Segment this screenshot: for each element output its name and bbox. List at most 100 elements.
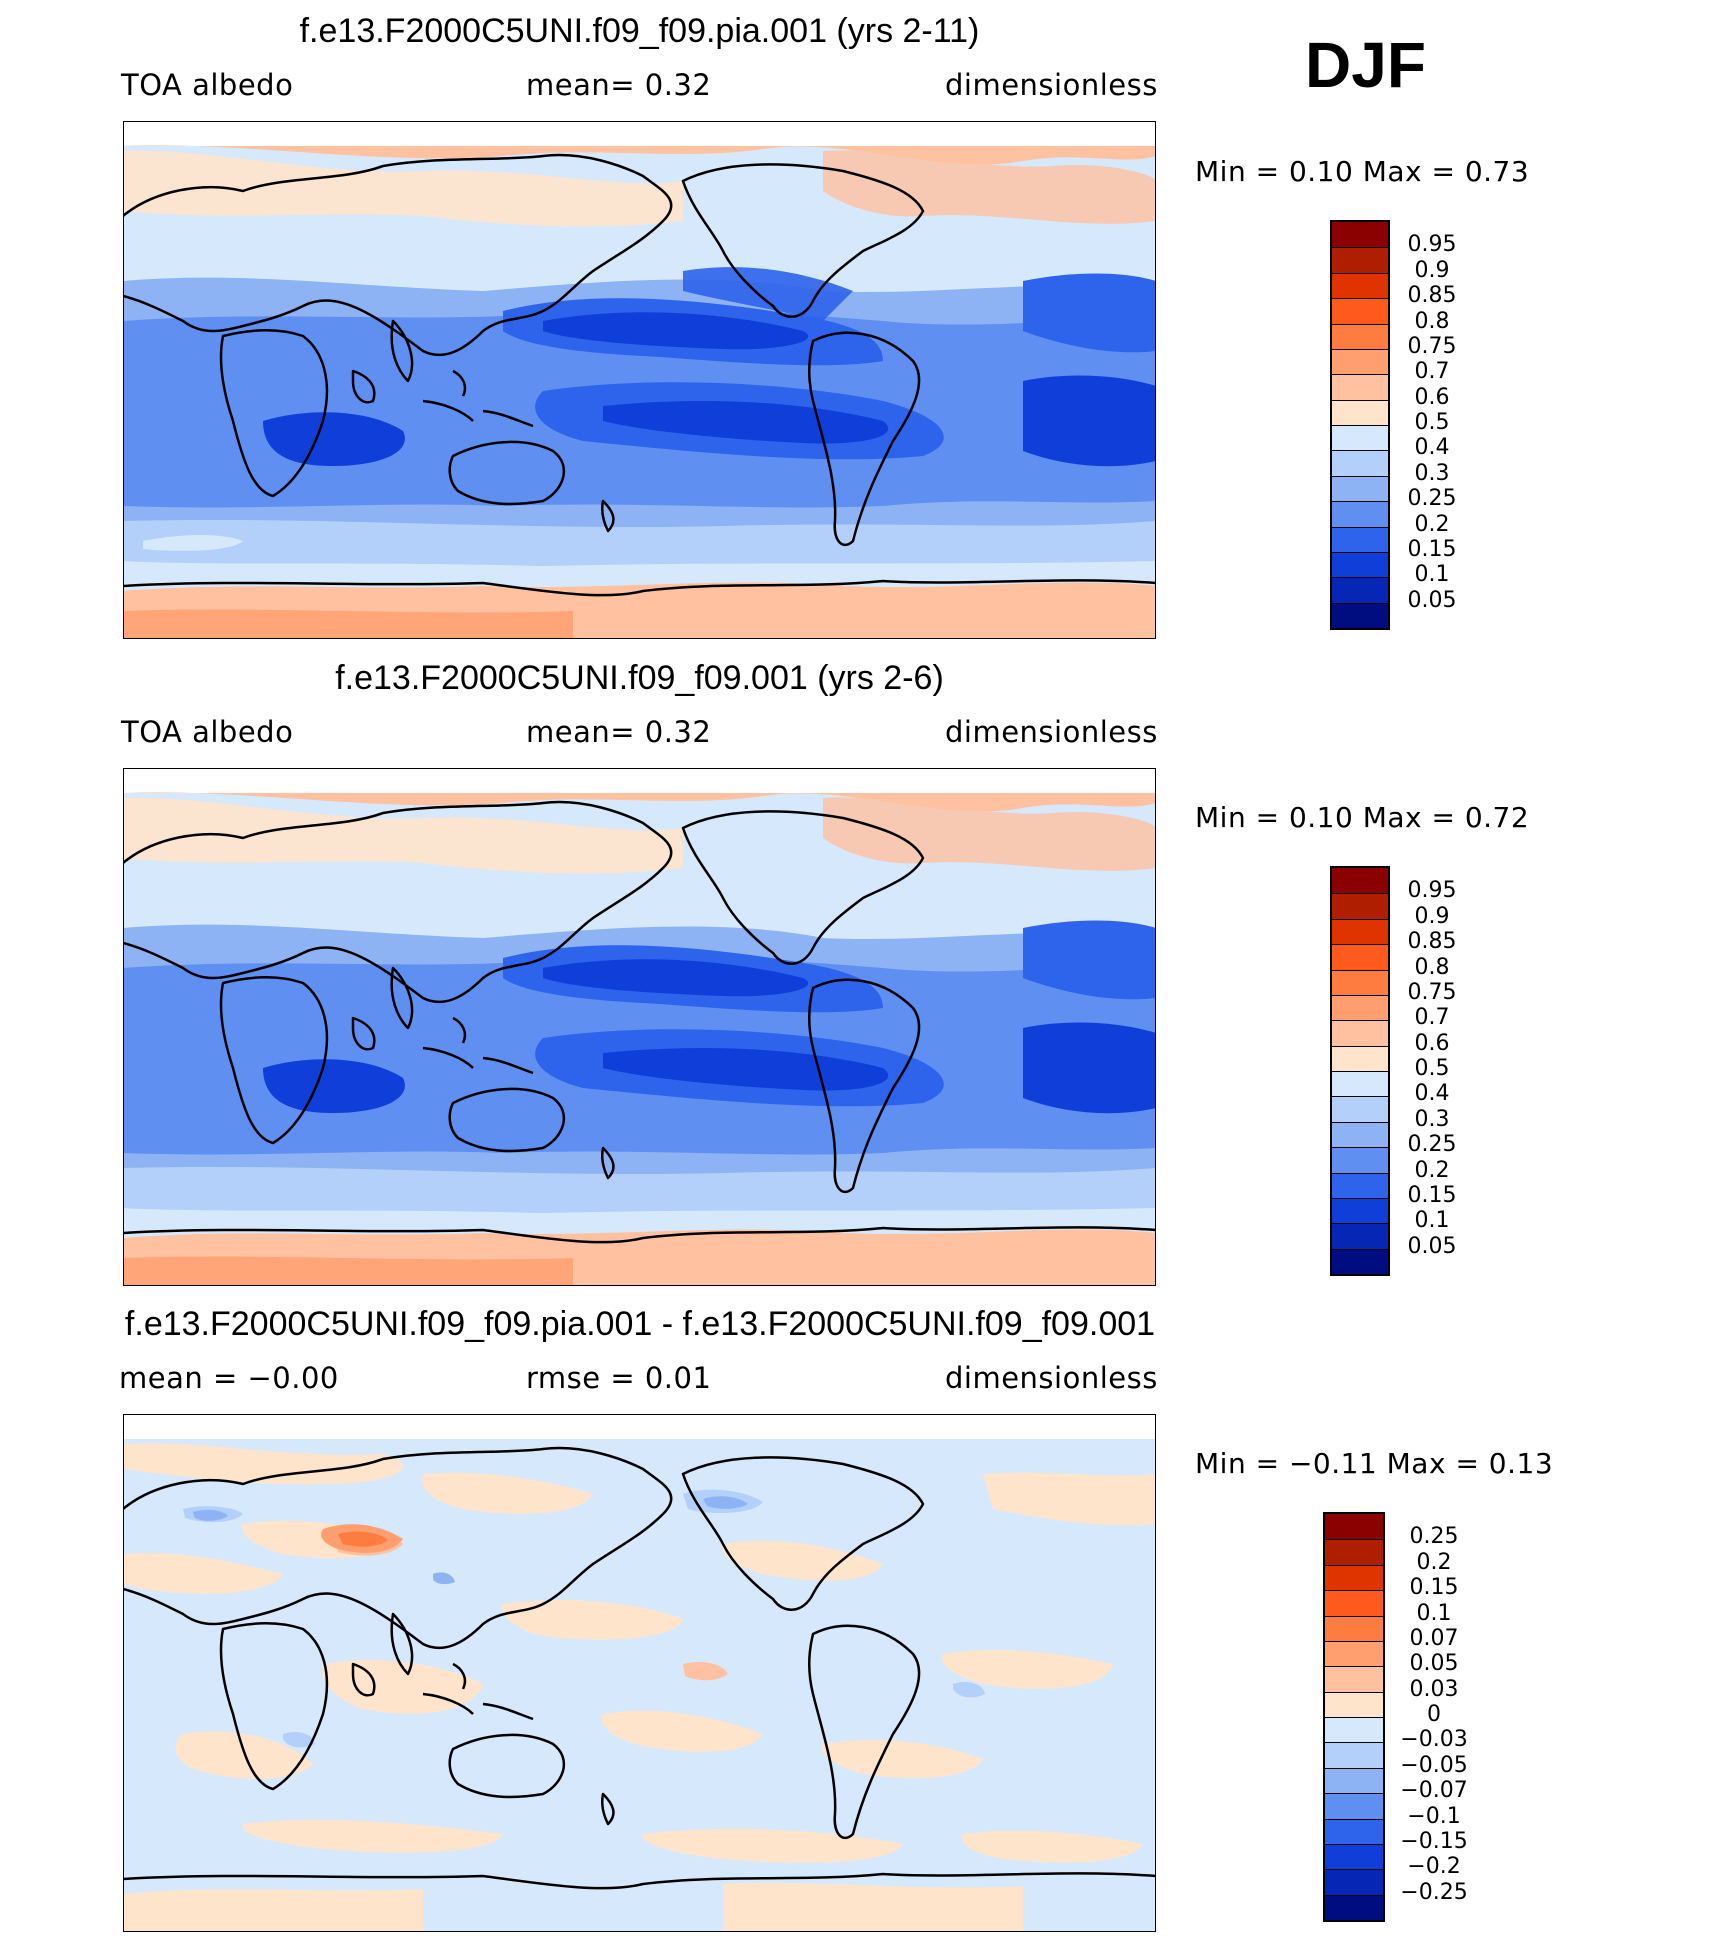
panel-2-mean-label: mean= 0.32	[526, 715, 712, 749]
colorbar-swatch	[1332, 1020, 1388, 1046]
colorbar-swatch	[1332, 969, 1388, 995]
colorbar-tick-label: 0.4	[1414, 1081, 1450, 1107]
colorbar-swatch	[1332, 918, 1388, 945]
panel-2-title: f.e13.F2000C5UNI.f09_f09.001 (yrs 2-6)	[335, 659, 944, 697]
colorbar-tick-label: 0.9	[1414, 257, 1450, 283]
colorbar-swatch	[1325, 1767, 1383, 1794]
colorbar-swatch	[1325, 1793, 1383, 1819]
colorbar-tick-label: 0.85	[1407, 283, 1457, 309]
colorbar-swatch	[1332, 1096, 1388, 1122]
colorbar-swatch	[1332, 501, 1388, 527]
colorbar-swatch	[1332, 348, 1388, 375]
colorbar-tick-label: 0.25	[1409, 1524, 1459, 1550]
panel-2-units-label: dimensionless	[945, 715, 1158, 749]
colorbar-tick-label: −0.1	[1407, 1803, 1461, 1829]
colorbar-swatch	[1332, 399, 1388, 425]
colorbar-swatch	[1325, 1564, 1383, 1591]
colorbar-swatch	[1332, 272, 1388, 299]
colorbar-tick-label: 0.15	[1407, 536, 1457, 562]
colorbar-swatch	[1332, 222, 1388, 248]
colorbar-tick-label: 0.8	[1414, 954, 1450, 980]
panel-1-variable-label: TOA albedo	[121, 68, 294, 102]
colorbar-swatch	[1332, 1147, 1388, 1173]
panel-2-colorbar	[1330, 866, 1390, 1276]
colorbar-swatch	[1325, 1717, 1383, 1743]
colorbar-tick-label: 0.75	[1407, 333, 1457, 359]
colorbar-tick-label: 0.25	[1407, 1132, 1457, 1158]
panel-3-units-label: dimensionless	[945, 1361, 1158, 1395]
colorbar-tick-label: 0.8	[1414, 308, 1450, 334]
colorbar-swatch	[1332, 944, 1388, 970]
colorbar-swatch	[1332, 323, 1388, 349]
colorbar-tick-label: 0.3	[1414, 460, 1450, 486]
colorbar-swatch	[1332, 1248, 1388, 1274]
colorbar-tick-label: 0.5	[1414, 1056, 1450, 1081]
colorbar-swatch	[1332, 374, 1388, 400]
colorbar-tick-label: 0.75	[1407, 979, 1457, 1005]
panel-2-variable-label: TOA albedo	[121, 715, 294, 749]
colorbar-swatch	[1325, 1869, 1383, 1895]
colorbar-swatch	[1332, 247, 1388, 273]
colorbar-swatch	[1332, 1121, 1388, 1148]
colorbar-tick-label: 0.7	[1414, 1005, 1450, 1031]
colorbar-tick-label: 0.3	[1414, 1106, 1450, 1132]
colorbar-swatch	[1332, 1071, 1388, 1097]
colorbar-tick-label: 0.2	[1414, 1157, 1450, 1183]
colorbar-swatch	[1325, 1539, 1383, 1565]
colorbar-swatch	[1332, 1172, 1388, 1198]
colorbar-swatch	[1325, 1894, 1383, 1920]
panel-3-colorbar	[1323, 1512, 1385, 1922]
colorbar-tick-label: 0.9	[1414, 903, 1450, 929]
panel-1-colorbar	[1330, 220, 1390, 630]
colorbar-tick-label: 0.95	[1407, 232, 1457, 258]
colorbar-tick-label: 0.1	[1416, 1600, 1452, 1626]
colorbar-tick-label: 0	[1427, 1702, 1441, 1727]
colorbar-swatch	[1332, 425, 1388, 451]
colorbar-tick-label: 0.07	[1409, 1625, 1459, 1651]
colorbar-swatch	[1332, 868, 1388, 894]
colorbar-swatch	[1325, 1590, 1383, 1616]
panel-3-title: f.e13.F2000C5UNI.f09_f09.pia.001 - f.e13…	[124, 1305, 1156, 1343]
panel-1-mean-label: mean= 0.32	[526, 68, 712, 102]
colorbar-swatch	[1325, 1742, 1383, 1768]
colorbar-tick-label: 0.1	[1414, 1208, 1450, 1234]
colorbar-swatch	[1325, 1843, 1383, 1870]
colorbar-swatch	[1325, 1666, 1383, 1692]
colorbar-tick-label: 0.6	[1414, 384, 1450, 410]
colorbar-swatch	[1332, 526, 1388, 552]
colorbar-tick-label: −0.15	[1400, 1828, 1468, 1854]
panel-1-title: f.e13.F2000C5UNI.f09_f09.pia.001 (yrs 2-…	[299, 12, 980, 50]
panel-2-map	[123, 768, 1156, 1286]
colorbar-swatch	[1325, 1691, 1383, 1717]
colorbar-swatch	[1332, 298, 1388, 324]
colorbar-swatch	[1332, 1197, 1388, 1224]
colorbar-tick-label: 0.1	[1414, 562, 1450, 588]
colorbar-swatch	[1332, 577, 1388, 603]
colorbar-tick-label: 0.05	[1407, 1233, 1457, 1259]
colorbar-tick-label: 0.95	[1407, 878, 1457, 904]
panel-1-map	[123, 121, 1156, 639]
colorbar-swatch	[1332, 994, 1388, 1021]
panel-3-map	[123, 1414, 1156, 1932]
colorbar-tick-label: −0.05	[1400, 1752, 1468, 1778]
colorbar-tick-label: −0.2	[1407, 1854, 1461, 1880]
colorbar-tick-label: 0.85	[1407, 929, 1457, 955]
colorbar-tick-label: 0.6	[1414, 1030, 1450, 1056]
colorbar-swatch	[1332, 475, 1388, 502]
panel-1-units-label: dimensionless	[945, 68, 1158, 102]
colorbar-tick-label: 0.2	[1416, 1549, 1452, 1575]
colorbar-swatch	[1332, 893, 1388, 919]
colorbar-tick-label: 0.2	[1414, 511, 1450, 537]
colorbar-swatch	[1325, 1640, 1383, 1667]
colorbar-tick-label: 0.05	[1409, 1651, 1459, 1677]
colorbar-tick-label: 0.7	[1414, 359, 1450, 385]
panel-3-mean-label: mean = −0.00	[119, 1361, 339, 1395]
colorbar-tick-label: −0.03	[1400, 1727, 1468, 1753]
colorbar-tick-label: 0.15	[1409, 1575, 1459, 1601]
colorbar-swatch	[1332, 551, 1388, 578]
panel-2-minmax: Min = 0.10 Max = 0.72	[1195, 801, 1530, 834]
colorbar-tick-label: 0.15	[1407, 1182, 1457, 1208]
colorbar-swatch	[1325, 1615, 1383, 1641]
colorbar-tick-label: 0.03	[1409, 1676, 1459, 1702]
colorbar-tick-label: 0.25	[1407, 486, 1457, 512]
